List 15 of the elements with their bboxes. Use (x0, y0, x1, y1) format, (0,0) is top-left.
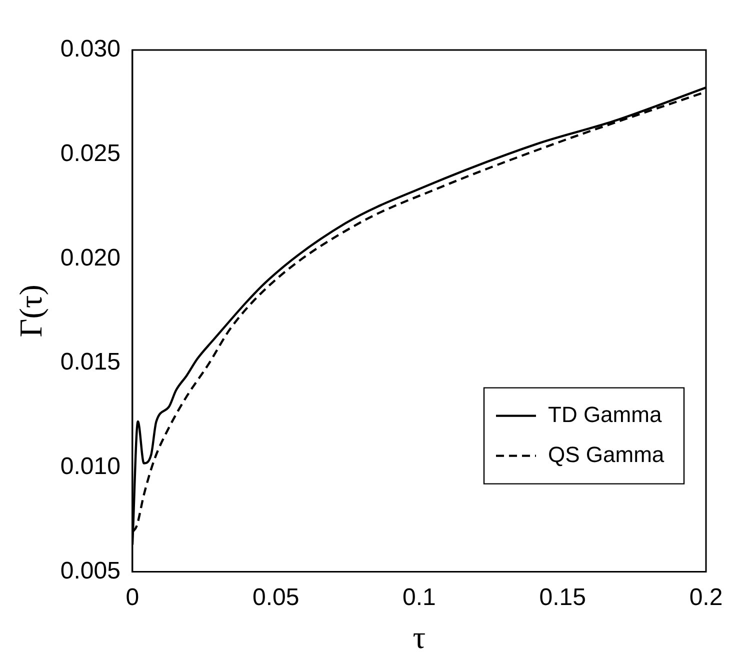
x-tick-label: 0.1 (402, 584, 436, 611)
y-tick-label: 0.010 (60, 453, 120, 480)
y-tick-label: 0.005 (60, 557, 120, 584)
y-axis-title: Γ(τ) (12, 284, 49, 338)
y-tick-label: 0.030 (60, 36, 120, 63)
x-tick-label: 0.2 (689, 584, 723, 611)
legend-label: TD Gamma (548, 402, 662, 427)
y-tick-label: 0.025 (60, 140, 120, 167)
x-tick-label: 0 (126, 584, 140, 611)
x-axis-title: τ (412, 619, 426, 656)
y-tick-label: 0.020 (60, 244, 120, 272)
y-tick-label: 0.015 (60, 348, 120, 376)
x-tick-label: 0.05 (252, 584, 300, 611)
x-tick-label: 0.15 (539, 584, 586, 611)
legend-label: QS Gamma (548, 442, 665, 467)
